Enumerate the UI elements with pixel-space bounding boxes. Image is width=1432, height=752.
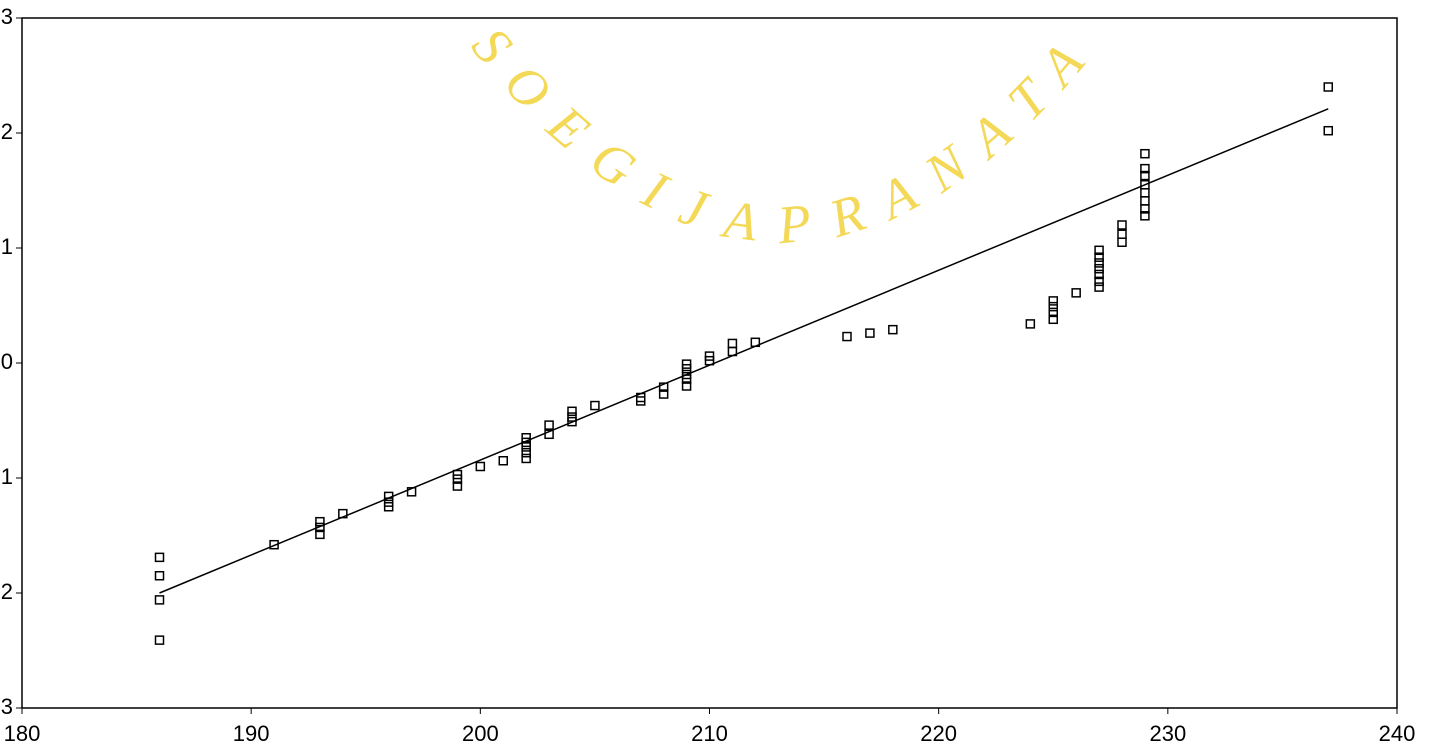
x-tick-label: 180 <box>4 721 41 746</box>
point <box>681 381 692 391</box>
point <box>406 487 417 497</box>
point <box>865 328 875 338</box>
point <box>521 453 531 464</box>
point <box>1140 170 1150 181</box>
point <box>475 461 486 472</box>
point <box>590 400 600 411</box>
point <box>338 508 348 519</box>
watermark-text: SOEGIJAPRANATA <box>460 16 1088 256</box>
point <box>383 491 394 502</box>
point <box>1094 269 1104 280</box>
y-tick-label: 3 <box>1 4 13 29</box>
x-tick-label: 190 <box>233 721 270 746</box>
point <box>1094 276 1104 287</box>
point <box>315 529 325 540</box>
y-tick-label: 3 <box>1 694 13 719</box>
point <box>1117 220 1127 230</box>
point <box>1323 125 1333 136</box>
point <box>1140 188 1150 198</box>
point <box>521 447 531 458</box>
point <box>1140 148 1150 159</box>
point <box>1140 211 1150 221</box>
point <box>1048 307 1058 318</box>
point <box>1094 252 1104 262</box>
point <box>1117 229 1127 239</box>
point <box>704 355 715 366</box>
point <box>544 429 554 440</box>
point <box>727 346 738 357</box>
point <box>681 374 692 384</box>
point <box>154 552 165 563</box>
point <box>658 389 669 399</box>
point <box>636 396 646 406</box>
plot-frame <box>21 17 1398 709</box>
x-tick-label: 200 <box>462 721 499 746</box>
x-tick-label: 220 <box>920 721 957 746</box>
point <box>521 442 531 452</box>
point <box>1140 196 1150 206</box>
point <box>383 502 394 512</box>
y-tick-label: 2 <box>1 119 13 144</box>
point <box>452 474 463 484</box>
point <box>154 635 165 645</box>
y-tick-label: 0 <box>1 349 13 374</box>
x-tick-label: 240 <box>1379 721 1416 746</box>
point <box>1094 263 1104 274</box>
point <box>1094 245 1104 256</box>
y-tick-label: 1 <box>1 464 13 489</box>
point <box>1048 314 1058 325</box>
point <box>1094 282 1104 292</box>
watermark: SOEGIJAPRANATA <box>460 16 1110 256</box>
y-tick-label: 2 <box>1 579 13 604</box>
point <box>315 516 325 527</box>
point <box>154 595 165 605</box>
point <box>1323 82 1333 92</box>
point <box>1117 237 1127 247</box>
x-tick-label: 210 <box>691 721 728 746</box>
point <box>544 420 554 430</box>
point <box>750 337 761 348</box>
point <box>1048 296 1058 306</box>
point <box>452 481 463 491</box>
point <box>681 364 692 374</box>
point <box>1071 288 1081 298</box>
fit-line <box>159 108 1329 594</box>
point <box>567 416 577 427</box>
point <box>1140 204 1150 214</box>
point <box>658 382 669 392</box>
point <box>1048 301 1058 312</box>
point <box>154 571 165 581</box>
point <box>1025 319 1036 329</box>
point <box>315 522 325 533</box>
point <box>842 331 852 342</box>
point <box>727 338 738 349</box>
point <box>269 539 279 550</box>
point <box>888 324 898 335</box>
point <box>567 406 577 417</box>
point <box>1094 258 1104 268</box>
point <box>498 456 508 466</box>
x-tick-label: 230 <box>1149 721 1186 746</box>
point <box>1140 163 1150 174</box>
y-tick-label: 1 <box>1 234 13 259</box>
